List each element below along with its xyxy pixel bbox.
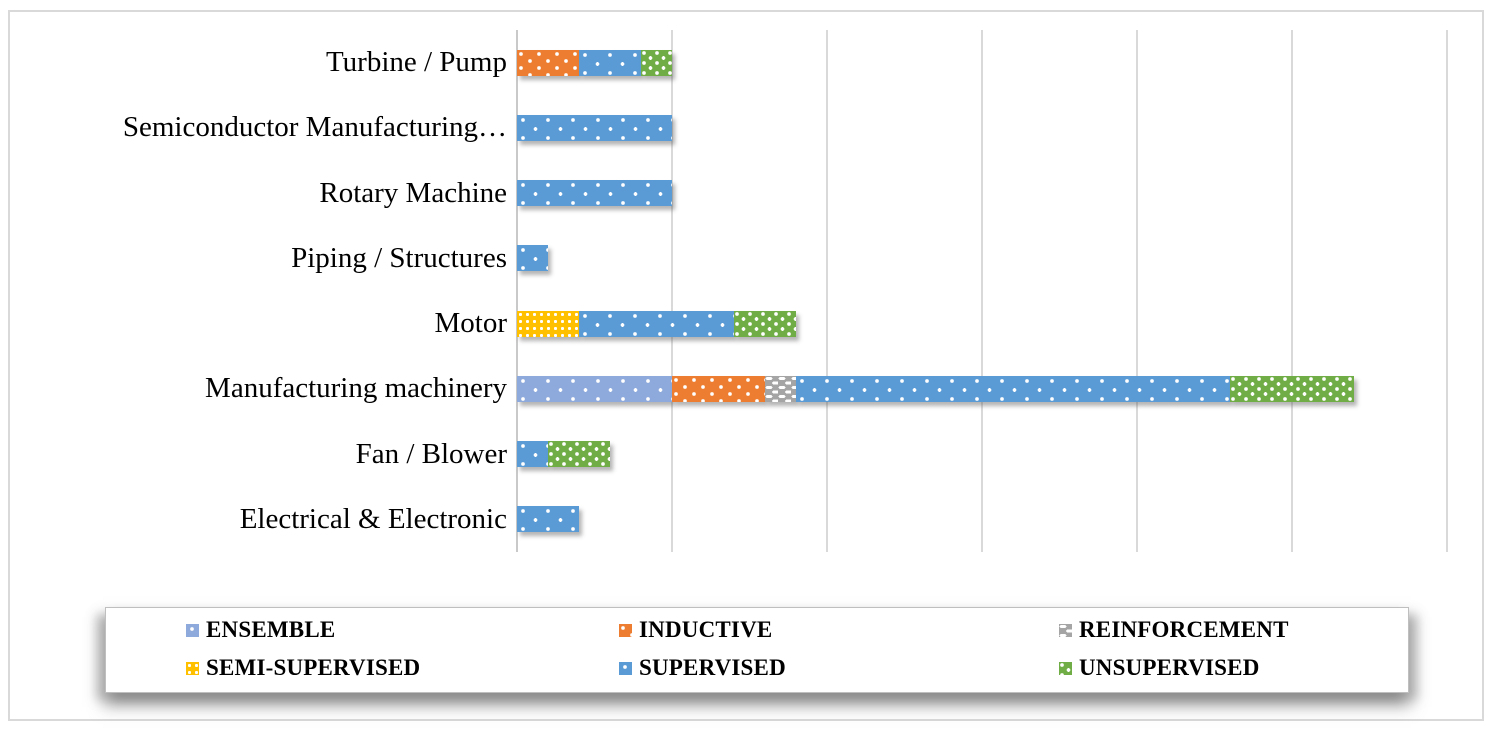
- category-label: Electrical & Electronic: [239, 502, 507, 535]
- bar-segment: [641, 49, 672, 76]
- gridline: [1291, 30, 1293, 552]
- legend-label: INDUCTIVE: [639, 617, 773, 642]
- legend-item: SEMI-SUPERVISED: [186, 655, 420, 681]
- bar-segment: [517, 375, 672, 402]
- category-label: Motor: [434, 307, 508, 340]
- legend-item: INDUCTIVE: [619, 617, 772, 643]
- legend-marker-icon: [619, 623, 632, 637]
- category-label: Turbine / Pump: [325, 46, 507, 79]
- legend-item: REINFORCEMENT: [1059, 617, 1289, 643]
- category-label: Manufacturing machinery: [205, 372, 507, 405]
- bar-segment: [579, 310, 734, 337]
- legend-marker-icon: [186, 623, 199, 637]
- category-label: Rotary Machine: [319, 176, 507, 209]
- legend-item: UNSUPERVISED: [1059, 655, 1260, 681]
- legend-label: SEMI-SUPERVISED: [206, 655, 421, 680]
- gridline: [826, 30, 828, 552]
- bar-segment: [517, 49, 579, 76]
- gridline: [1136, 30, 1138, 552]
- bar-segment: [517, 114, 672, 141]
- bar-segment: [579, 49, 641, 76]
- bar-segment: [796, 375, 1230, 402]
- category-label: Semiconductor Manufacturing…: [122, 111, 507, 144]
- legend-marker-icon: [1059, 661, 1072, 675]
- bar-segment: [672, 375, 765, 402]
- bar-segment: [548, 441, 610, 468]
- legend-marker-icon: [186, 661, 199, 675]
- bar-segment: [734, 310, 796, 337]
- legend-label: ENSEMBLE: [206, 617, 336, 642]
- legend-item: ENSEMBLE: [186, 617, 335, 643]
- legend-label: REINFORCEMENT: [1079, 617, 1289, 642]
- bar-segment: [517, 245, 548, 272]
- legend-marker-icon: [619, 661, 632, 675]
- gridline: [981, 30, 983, 552]
- legend-item: SUPERVISED: [619, 655, 786, 681]
- bar-segment: [1230, 375, 1354, 402]
- category-label: Piping / Structures: [291, 241, 507, 274]
- bar-segment: [517, 180, 672, 207]
- value-axis-line: [516, 30, 518, 552]
- category-label: Fan / Blower: [355, 437, 507, 470]
- bar-segment: [765, 375, 796, 402]
- legend-label: UNSUPERVISED: [1079, 655, 1260, 680]
- chart-border: [8, 10, 1484, 721]
- legend-label: SUPERVISED: [639, 655, 786, 680]
- bar-segment: [517, 441, 548, 468]
- legend: ENSEMBLE INDUCTIVE REINFORCEMENT SEMI-SUPER…: [105, 607, 1409, 693]
- gridline: [671, 30, 673, 552]
- bar-segment: [517, 310, 579, 337]
- bar-segment: [517, 506, 579, 533]
- gridline: [1446, 30, 1448, 552]
- legend-marker-icon: [1059, 623, 1072, 637]
